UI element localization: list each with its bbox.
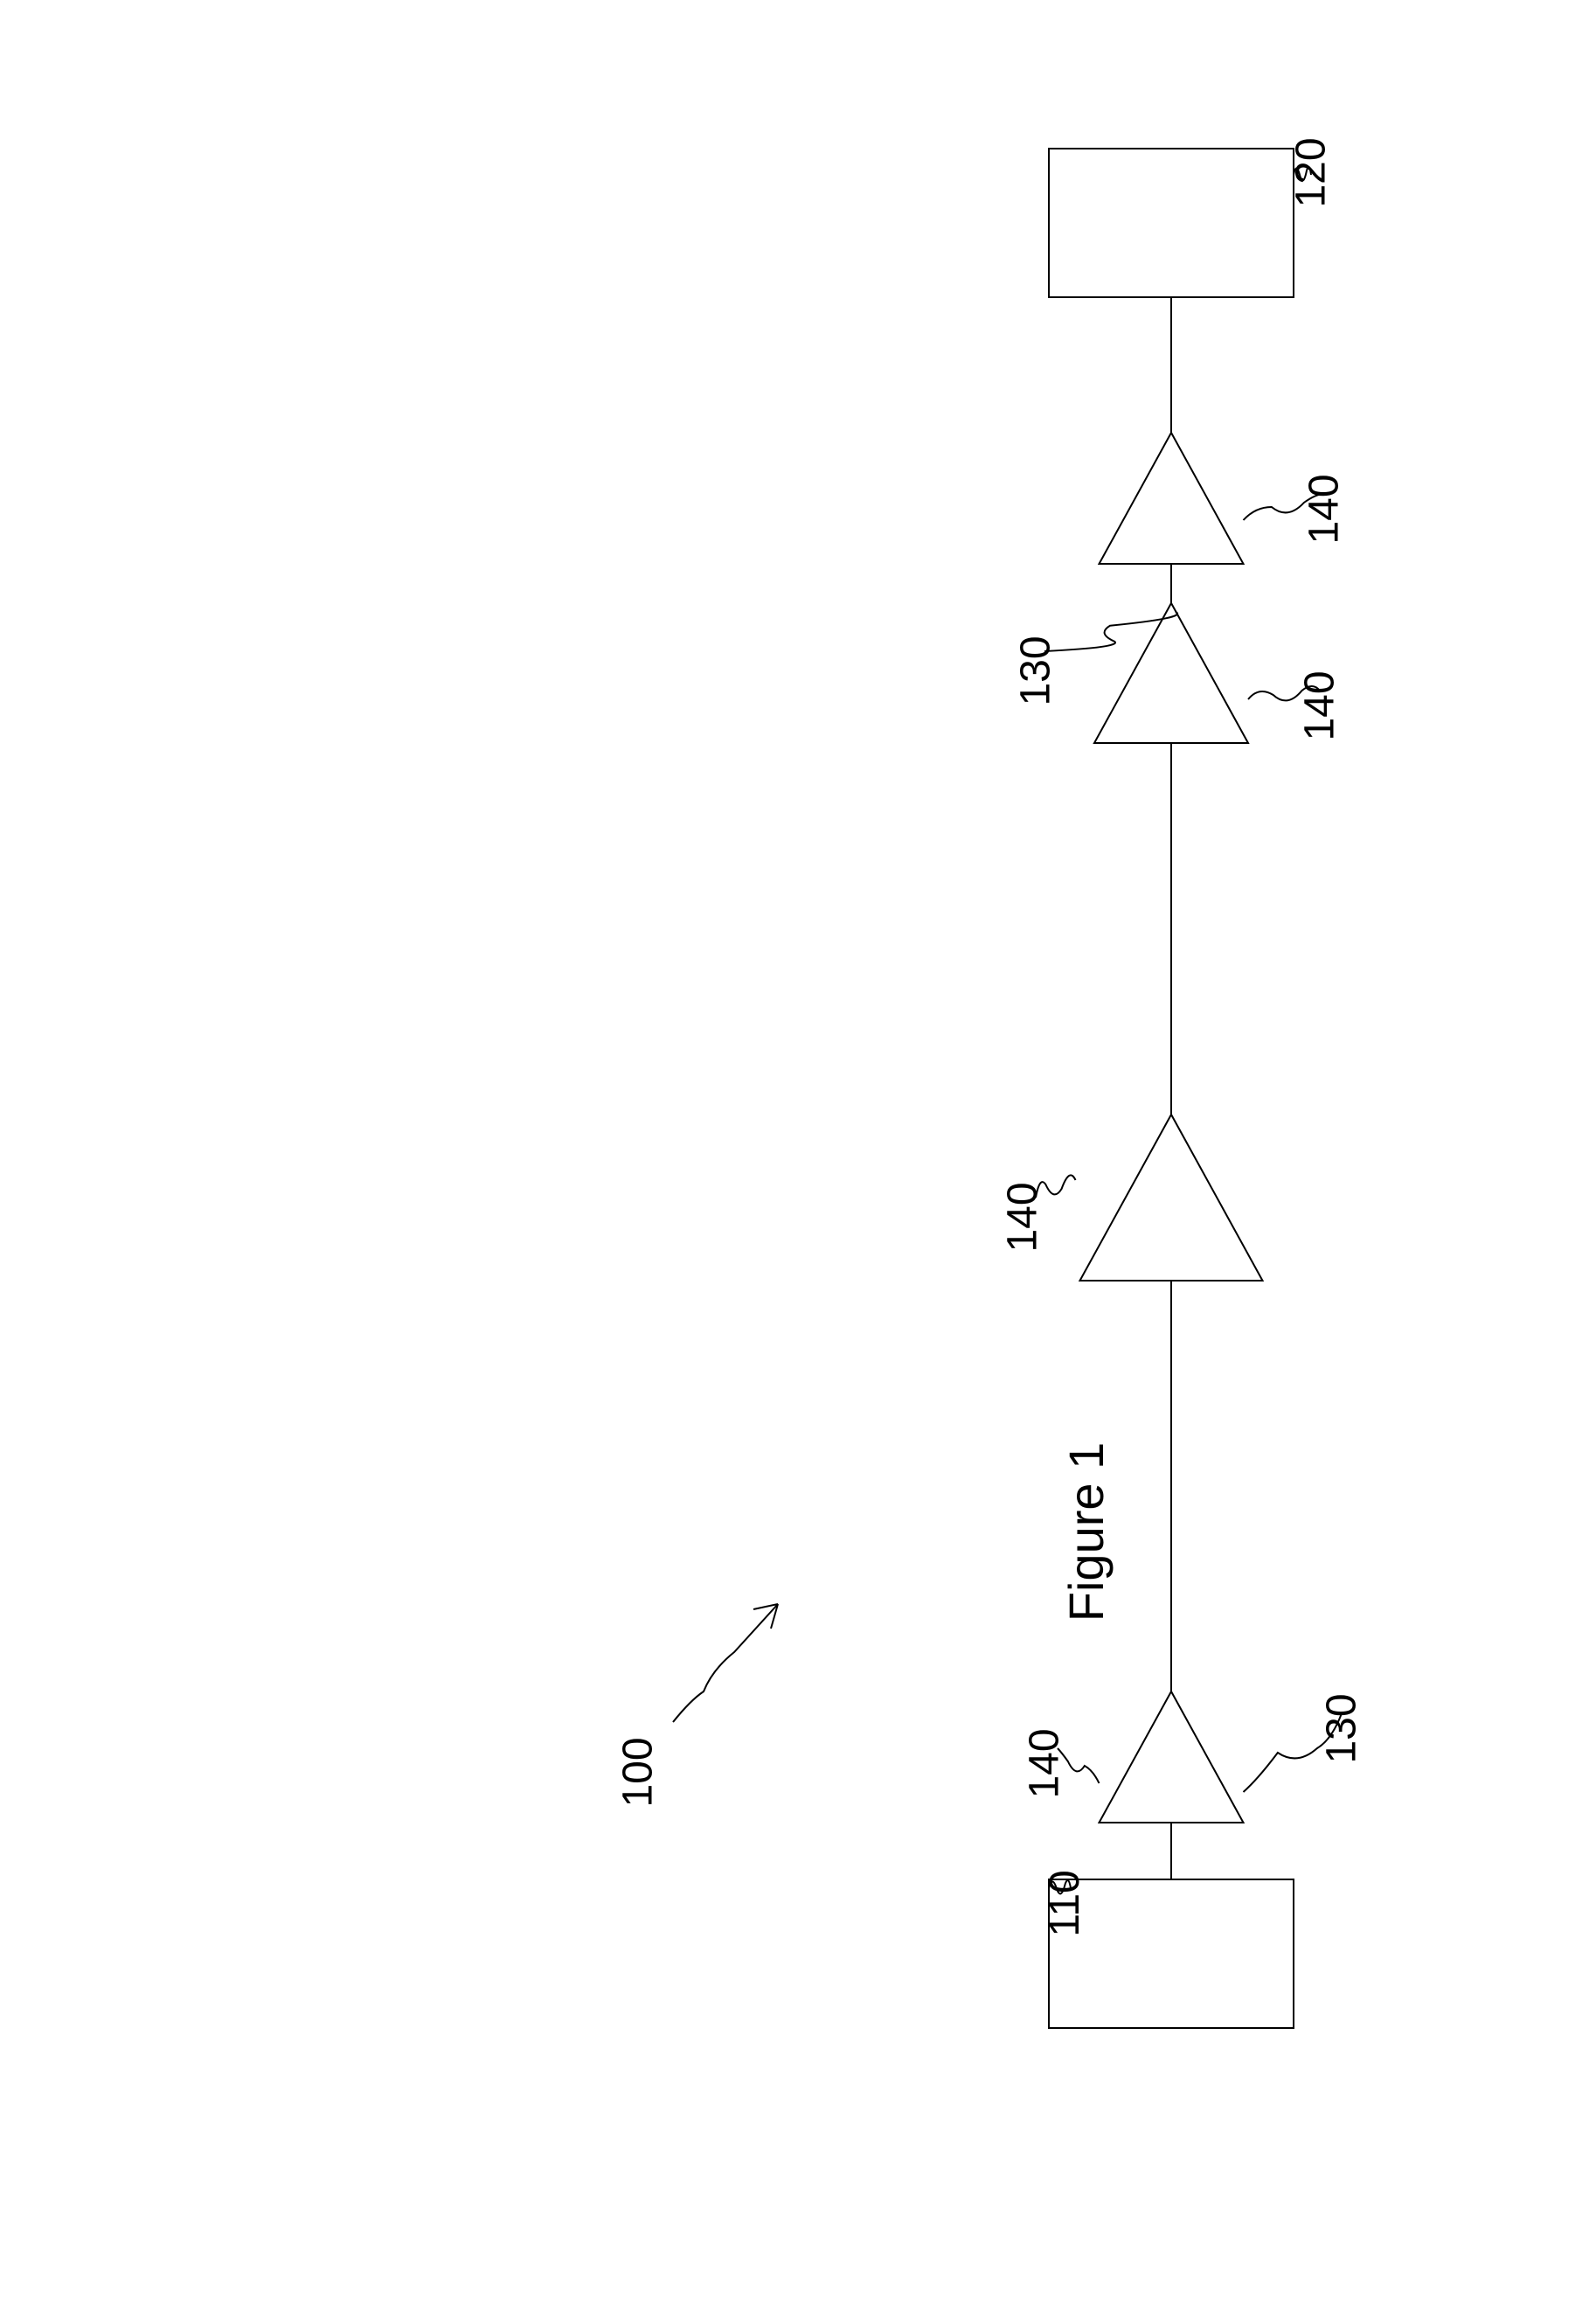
label-100: 100	[614, 1737, 663, 1807]
label-110: 110	[1041, 1870, 1089, 1937]
label-120: 120	[1287, 137, 1336, 207]
label-140-4: 140	[1301, 474, 1349, 544]
label-130-left: 130	[1318, 1693, 1366, 1763]
triangle-3	[1100, 433, 1244, 564]
label-140-1: 140	[1021, 1728, 1069, 1798]
triangle-0	[1100, 1691, 1244, 1823]
rect-dest	[1049, 149, 1294, 297]
label-140-3: 140	[1296, 670, 1344, 740]
label-130-right: 130	[1012, 636, 1060, 705]
triangle-1	[1080, 1115, 1263, 1281]
figure-caption: Figure 1	[1058, 1442, 1114, 1622]
label-140-2: 140	[999, 1182, 1047, 1252]
diagram-canvas	[0, 0, 1596, 2306]
